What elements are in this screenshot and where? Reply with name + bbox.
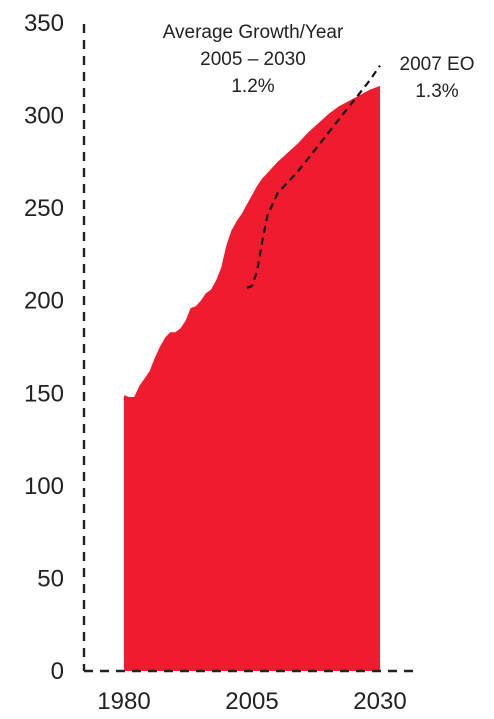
line-layer [246, 64, 381, 289]
projection-line [246, 64, 381, 289]
x-tick-labels: 1980 2005 2030 [97, 688, 406, 715]
x-tick-label: 2030 [353, 688, 406, 715]
annotation-headline: Average Growth/Year [163, 22, 344, 43]
y-tick-label: 200 [24, 288, 64, 315]
y-tick-label: 100 [24, 473, 64, 500]
annotation-period: 2005 – 2030 [200, 49, 306, 70]
y-tick-label: 300 [24, 103, 64, 130]
x-tick-label: 2005 [225, 688, 278, 715]
y-tick-label: 250 [24, 195, 64, 222]
area-series [124, 85, 380, 671]
annotation-eo-rate: 1.3% [415, 81, 458, 102]
y-tick-label: 0 [51, 658, 64, 685]
annotation-eo-label: 2007 EO [400, 54, 475, 75]
annotation-base-rate: 1.2% [231, 76, 274, 97]
area-layer [124, 85, 380, 671]
x-tick-label: 1980 [97, 688, 150, 715]
y-tick-labels: 0 50 100 150 200 250 300 350 [24, 10, 64, 685]
y-tick-label: 50 [37, 565, 64, 592]
y-tick-label: 150 [24, 380, 64, 407]
y-tick-label: 350 [24, 10, 64, 37]
